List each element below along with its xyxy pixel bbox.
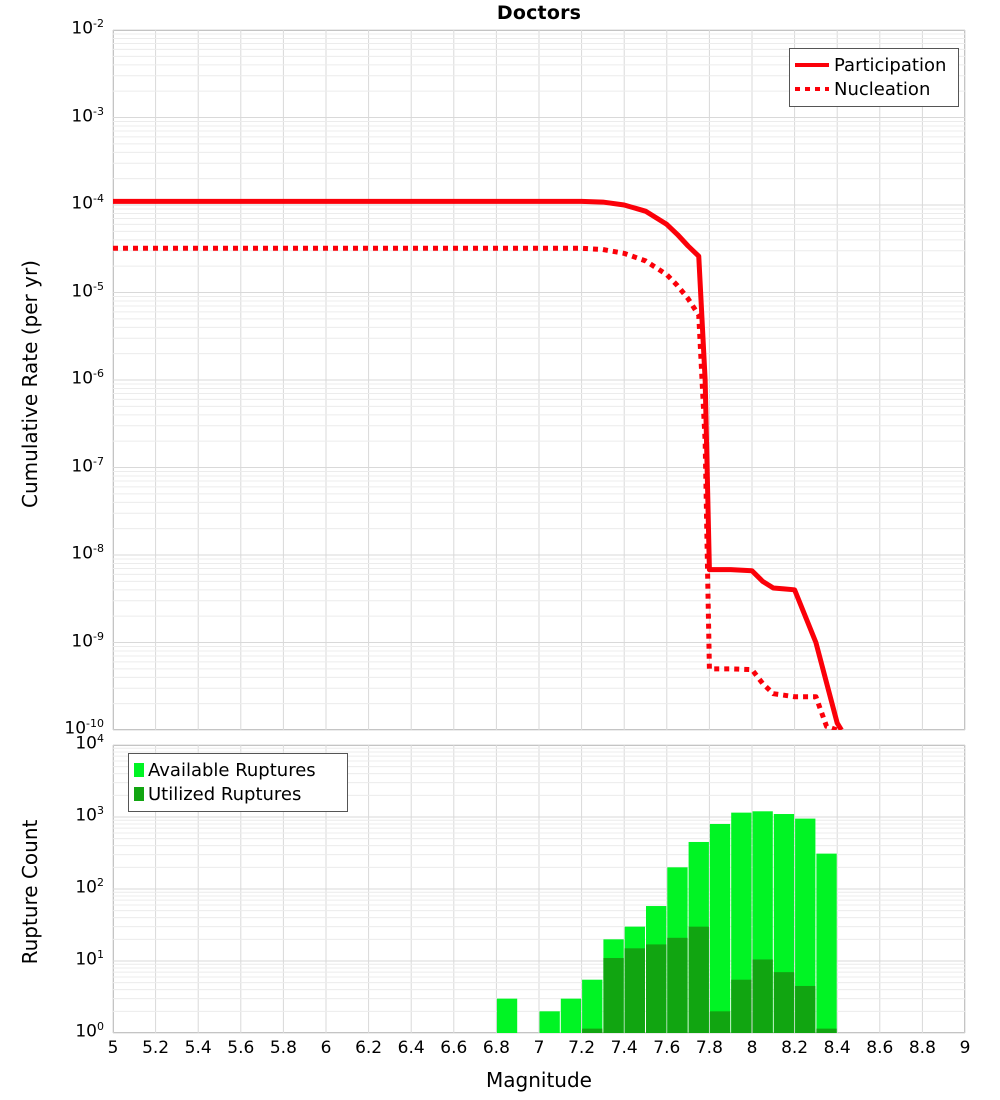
x-tick-label: 6.2	[355, 1038, 383, 1058]
x-tick-label: 8.2	[781, 1038, 809, 1058]
available-ruptures-swatch-icon	[134, 763, 144, 777]
utilized-ruptures-bar	[795, 985, 816, 1033]
nucleation-curve	[113, 245, 839, 730]
top-y-tick-label: 10-9	[71, 629, 104, 652]
nucleation-dotted-line-icon	[795, 87, 829, 91]
x-tick-label: 7.8	[695, 1038, 723, 1058]
utilized-ruptures-bar	[688, 926, 709, 1033]
top-y-tick-label: 10-7	[71, 454, 104, 477]
bottom-y-tick-label: 102	[75, 876, 104, 898]
available-ruptures-bar	[731, 812, 752, 1033]
x-tick-label: 6.4	[397, 1038, 425, 1058]
top-y-tick-label: 10-10	[64, 717, 104, 739]
x-tick-label: 6	[320, 1038, 332, 1058]
utilized-ruptures-bar	[624, 948, 645, 1033]
top-y-tick-label: 10-2	[71, 17, 104, 39]
bottom-y-tick-label: 101	[75, 948, 104, 970]
legend-item-utilized-ruptures: Utilized Ruptures	[134, 782, 341, 806]
legend-item-nucleation: Nucleation	[795, 77, 952, 101]
legend-item-available-ruptures: Available Ruptures	[134, 758, 341, 782]
top-y-tick-label: 10-8	[71, 542, 104, 564]
participation-line-icon	[795, 63, 829, 67]
cumulative-rate-legend: Participation Nucleation	[789, 48, 959, 107]
legend-label-nucleation: Nucleation	[834, 78, 931, 100]
x-axis-label: Magnitude	[486, 1068, 592, 1092]
x-tick-label: 8	[746, 1038, 758, 1058]
legend-label-participation: Participation	[834, 54, 947, 76]
x-tick-label: 5.6	[227, 1038, 255, 1058]
x-tick-label: 9	[959, 1038, 971, 1058]
utilized-ruptures-bar	[709, 1011, 731, 1033]
available-ruptures-bar	[816, 853, 837, 1033]
available-ruptures-bar	[539, 1011, 560, 1033]
x-tick-label: 5.2	[142, 1038, 170, 1058]
top-y-tick-label: 10-3	[71, 104, 104, 127]
available-ruptures-bar	[709, 823, 731, 1033]
utilized-ruptures-bar	[582, 1028, 603, 1033]
available-ruptures-bar	[795, 818, 816, 1033]
top-y-tick-label: 10-5	[71, 279, 104, 302]
x-tick-label: 5.8	[269, 1038, 297, 1058]
x-tick-label: 7.6	[653, 1038, 681, 1058]
top-y-tick-label: 10-4	[71, 192, 104, 214]
bottom-y-tick-label: 100	[75, 1020, 104, 1042]
participation-curve	[113, 198, 844, 730]
x-tick-label: 7.2	[568, 1038, 596, 1058]
bottom-y-tick-label: 104	[75, 732, 104, 754]
rupture-count-legend: Available Ruptures Utilized Ruptures	[128, 753, 348, 812]
utilized-ruptures-bar	[731, 979, 752, 1033]
bottom-y-tick-label: 103	[75, 804, 104, 826]
x-tick-label: 5.4	[184, 1038, 212, 1058]
x-tick-label: 6.6	[440, 1038, 468, 1058]
utilized-ruptures-bar	[816, 1028, 837, 1033]
x-tick-label: 8.6	[866, 1038, 894, 1058]
x-tick-label: 8.4	[823, 1038, 851, 1058]
utilized-ruptures-bar	[646, 944, 667, 1033]
x-tick-label: 7	[533, 1038, 545, 1058]
utilized-ruptures-swatch-icon	[134, 787, 144, 801]
page-title: Doctors	[496, 2, 582, 24]
legend-item-participation: Participation	[795, 53, 952, 77]
legend-label-utilized-ruptures: Utilized Ruptures	[148, 783, 302, 805]
x-tick-label: 5	[107, 1038, 119, 1058]
available-ruptures-bar	[582, 979, 603, 1033]
x-tick-label: 6.8	[482, 1038, 510, 1058]
x-tick-label: 8.8	[908, 1038, 936, 1058]
utilized-ruptures-bar	[603, 958, 624, 1033]
utilized-ruptures-bar	[752, 959, 773, 1033]
available-ruptures-bar	[496, 998, 518, 1033]
utilized-ruptures-bar	[773, 972, 795, 1033]
legend-label-available-ruptures: Available Ruptures	[148, 759, 316, 781]
top-y-tick-label: 10-6	[71, 367, 104, 389]
available-ruptures-bar	[560, 998, 582, 1033]
utilized-ruptures-bar	[667, 937, 688, 1033]
x-tick-label: 7.4	[610, 1038, 638, 1058]
